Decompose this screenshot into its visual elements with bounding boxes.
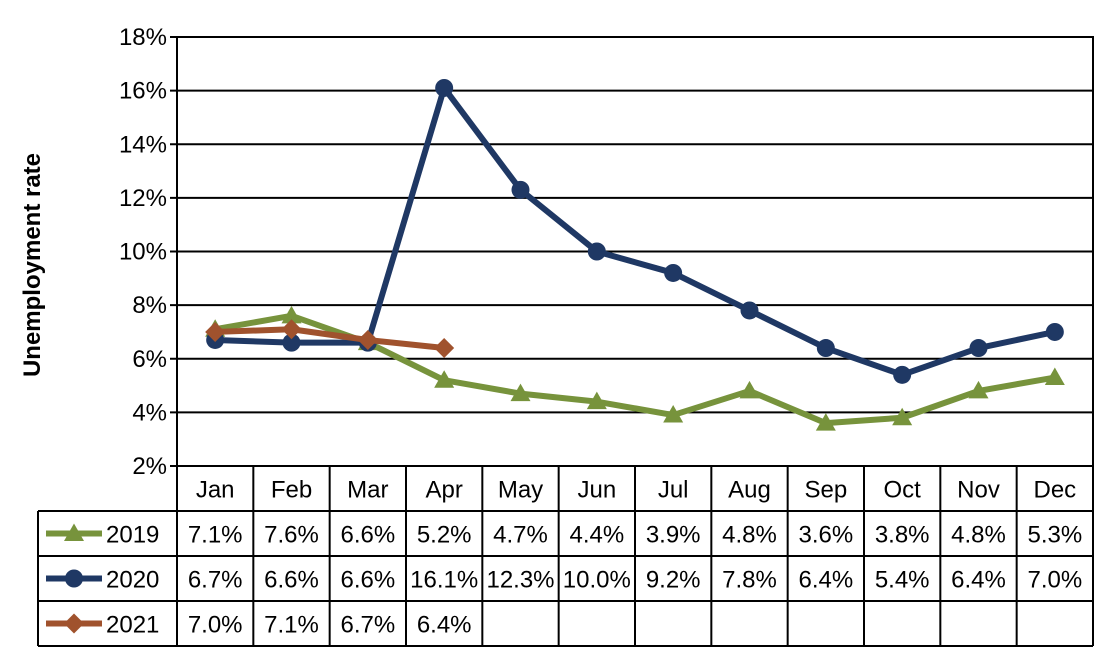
data-label: 3.9% [646,522,701,549]
legend-label-2019: 2019 [106,522,159,549]
data-label: 6.6% [264,567,319,594]
data-point-2019 [434,370,455,388]
x-tick-label: Mar [347,477,388,504]
legend-label-2020: 2020 [106,567,159,594]
data-point-2020 [969,339,988,358]
data-label: 6.4% [417,612,472,639]
data-point-2020 [893,365,912,384]
data-label: 6.7% [188,567,243,594]
data-label: 6.4% [798,567,853,594]
data-point-2019 [815,413,836,431]
data-table: Jan Feb Mar Apr May Jun Jul Aug Sep Oct Nov Dec 2019… [37,465,1094,647]
series-line-2021 [215,326,445,352]
data-point-2020 [435,78,454,97]
x-tick-label: Dec [1033,477,1076,504]
x-tick-label: Nov [957,477,1000,504]
data-label: 5.4% [875,567,930,594]
x-tick-label: Sep [804,477,847,504]
data-label: 7.0% [1027,567,1082,594]
data-label: 7.1% [188,522,243,549]
data-label: 6.7% [340,612,395,639]
data-label: 9.2% [646,567,701,594]
data-label: 4.8% [722,522,777,549]
data-label: 7.6% [264,522,319,549]
data-label: 6.4% [951,567,1006,594]
x-tick-label: Jun [577,477,616,504]
x-tick-label: Feb [271,477,312,504]
data-point-2019 [968,380,989,399]
x-tick-label: Oct [883,477,921,504]
series-2021 [205,319,455,359]
x-tick-label: May [498,477,543,504]
y-axis-label: Unemployment rate [19,153,46,377]
legend-marker-2021 [64,613,84,634]
data-point-2020 [511,180,530,199]
x-tick-label: Jan [196,477,235,504]
y-tick-label: 2% [132,453,167,480]
x-tick-label: Apr [425,477,462,504]
data-point-2020 [587,242,606,261]
data-label: 5.3% [1027,522,1082,549]
data-label: 16.1% [410,567,478,594]
data-label: 7.1% [264,612,319,639]
data-label: 7.0% [188,612,243,639]
x-tick-label: Aug [728,477,771,504]
series-2020 [206,78,1064,384]
data-label: 5.2% [417,522,472,549]
data-point-2020 [740,301,759,320]
data-point-2019 [281,305,302,324]
y-tick-label: 10% [119,239,167,266]
y-tick-label: 12% [119,185,167,212]
data-point-2019 [510,383,531,402]
data-label: 7.8% [722,567,777,594]
legend-marker-2019 [64,523,84,541]
legend-marker-2020 [65,569,83,588]
data-point-2021 [281,319,302,340]
data-point-2021 [434,338,455,359]
data-point-2021 [205,321,226,342]
data-point-2021 [357,329,378,350]
series-line-2019 [214,312,1056,427]
y-tick-label: 16% [119,78,167,105]
y-tick-label: 8% [132,292,167,319]
x-tick-label: Jul [658,477,689,504]
data-point-2019 [1044,367,1065,386]
data-point-2020 [816,339,835,358]
plot-area: 2% 4% 6% 8% 10% 12% 14% 16% 18% [119,24,1094,480]
y-tick-label: 14% [119,131,167,158]
data-label: 12.3% [486,567,554,594]
data-label: 4.7% [493,522,548,549]
data-label: 4.8% [951,522,1006,549]
data-point-2019 [739,380,760,399]
data-label: 6.6% [340,522,395,549]
y-tick-label: 6% [132,346,167,373]
legend-label-2021: 2021 [106,612,159,639]
data-label: 6.6% [340,567,395,594]
y-tick-label: 18% [119,24,167,51]
data-point-2019 [663,405,684,423]
series-line-2020 [215,84,1056,378]
data-point-2019 [586,391,607,410]
y-tick-label: 4% [132,399,167,426]
data-label: 3.6% [798,522,853,549]
data-point-2019 [892,407,913,426]
data-point-2020 [282,333,301,352]
data-label: 4.4% [569,522,624,549]
data-label: 3.8% [875,522,930,549]
data-label: 10.0% [563,567,631,594]
data-point-2020 [1045,322,1064,341]
data-point-2020 [664,263,683,282]
